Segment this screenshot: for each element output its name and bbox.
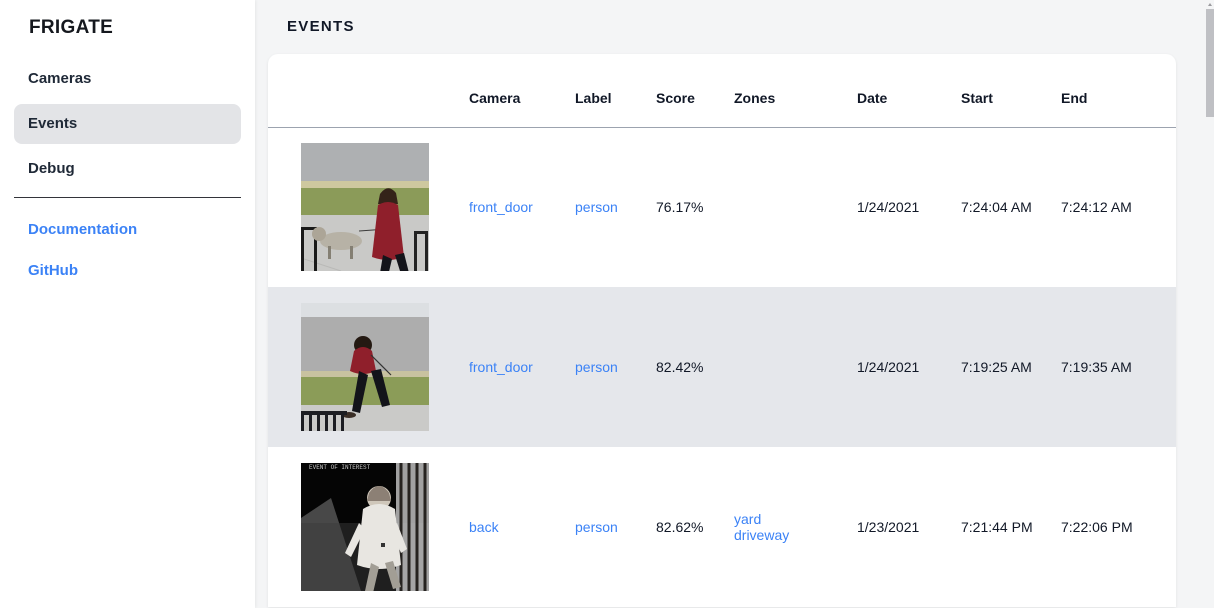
svg-text:EVENT OF INTEREST: EVENT OF INTEREST [309, 464, 371, 471]
